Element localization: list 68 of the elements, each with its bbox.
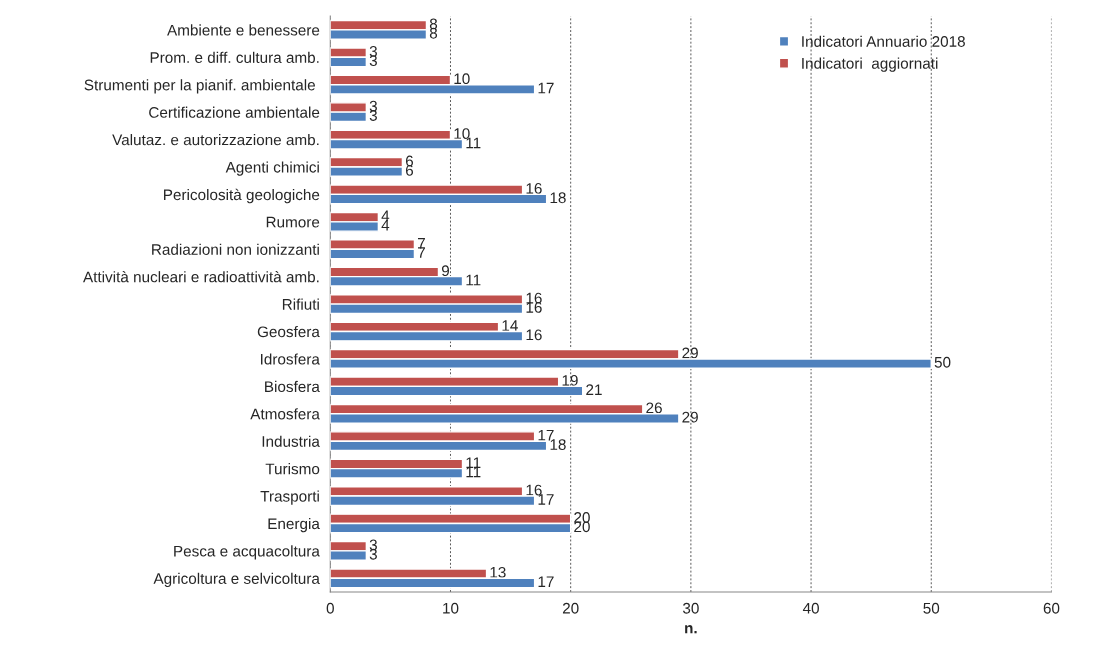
data-label: 10 bbox=[454, 128, 470, 140]
y-tick-label: Strumenti per la pianif. ambientale bbox=[84, 79, 315, 94]
y-tick-label: Energia bbox=[268, 517, 320, 533]
data-label: 21 bbox=[586, 384, 602, 395]
y-tick-label: Radiazioni non ionizzanti bbox=[152, 243, 319, 255]
data-label: 10 bbox=[454, 73, 470, 85]
y-tick-label: Prom. e diff. cultura amb. bbox=[150, 51, 319, 63]
y-tick-label: Rifiuti bbox=[282, 298, 319, 310]
data-label: 16 bbox=[526, 302, 542, 313]
data-label: 4 bbox=[381, 219, 390, 231]
y-tick-label: Turismo bbox=[265, 463, 320, 475]
data-label: 6 bbox=[405, 155, 414, 167]
legend-label: Indicatori Annuario 2018 bbox=[802, 35, 965, 47]
x-tick-label: 10 bbox=[443, 602, 459, 614]
data-label: 13 bbox=[490, 566, 506, 578]
data-label: 11 bbox=[466, 274, 481, 286]
data-label: 50 bbox=[934, 356, 951, 368]
data-label: 17 bbox=[538, 576, 554, 587]
data-label: 29 bbox=[682, 411, 698, 423]
y-tick-label: Rumore bbox=[266, 216, 320, 228]
y-tick-label: Biosfera bbox=[265, 380, 320, 393]
y-tick-label: Agricoltura e selvicoltura bbox=[153, 572, 320, 587]
data-label: 3 bbox=[369, 100, 377, 112]
y-tick-label: Industria bbox=[262, 435, 320, 447]
data-label: 7 bbox=[418, 247, 425, 258]
data-label: 16 bbox=[526, 292, 542, 304]
data-label: 3 bbox=[369, 110, 377, 121]
y-tick-label: Certificazione ambientale bbox=[149, 106, 320, 118]
x-tick-label: 30 bbox=[682, 602, 699, 614]
y-tick-label: Attività nucleari e radioattività amb. bbox=[83, 270, 319, 283]
x-axis-title: n. bbox=[685, 625, 697, 634]
data-label: 19 bbox=[562, 374, 578, 386]
data-label: 16 bbox=[526, 329, 542, 341]
data-label: 3 bbox=[369, 45, 377, 57]
x-tick-label: 60 bbox=[1043, 602, 1060, 614]
data-label: 17 bbox=[538, 82, 554, 94]
y-tick-label: Valutaz. e autorizzazione amb. bbox=[112, 134, 319, 146]
data-label: 3 bbox=[369, 55, 377, 67]
data-label: 11 bbox=[466, 457, 481, 468]
data-label: 17 bbox=[538, 429, 554, 441]
x-tick-label: 20 bbox=[562, 602, 579, 614]
data-label: 16 bbox=[526, 484, 542, 496]
data-label: 17 bbox=[538, 494, 554, 505]
data-label: 4 bbox=[381, 210, 390, 222]
data-label: 18 bbox=[550, 439, 566, 450]
y-tick-label: Atmosfera bbox=[250, 408, 320, 420]
y-tick-label: Ambiente e benessere bbox=[167, 24, 320, 36]
data-label: 20 bbox=[574, 521, 590, 533]
data-label: 29 bbox=[682, 347, 698, 359]
legend-label: Indicatori aggiornati bbox=[802, 57, 938, 72]
x-tick-label: 40 bbox=[802, 602, 819, 614]
data-label: 7 bbox=[418, 238, 425, 249]
data-label: 26 bbox=[646, 402, 662, 414]
y-tick-label: Agenti chimici bbox=[225, 161, 319, 176]
y-tick-label: Geosfera bbox=[257, 325, 320, 338]
y-tick-label: Pesca e acquacoltura bbox=[174, 545, 320, 560]
data-label: 20 bbox=[574, 512, 590, 523]
data-label: 11 bbox=[466, 137, 481, 149]
data-label: 14 bbox=[502, 320, 518, 331]
y-tick-label: Idrosfera bbox=[261, 353, 320, 365]
data-label: 9 bbox=[441, 265, 450, 277]
data-label: 18 bbox=[550, 192, 566, 204]
data-label: 16 bbox=[526, 183, 542, 194]
y-tick-label: Trasporti bbox=[260, 490, 319, 505]
data-label: 6 bbox=[405, 164, 414, 176]
y-tick-label: Pericolosità geologiche bbox=[164, 188, 320, 204]
x-tick-label: 0 bbox=[326, 602, 334, 614]
x-tick-label: 50 bbox=[923, 602, 940, 614]
